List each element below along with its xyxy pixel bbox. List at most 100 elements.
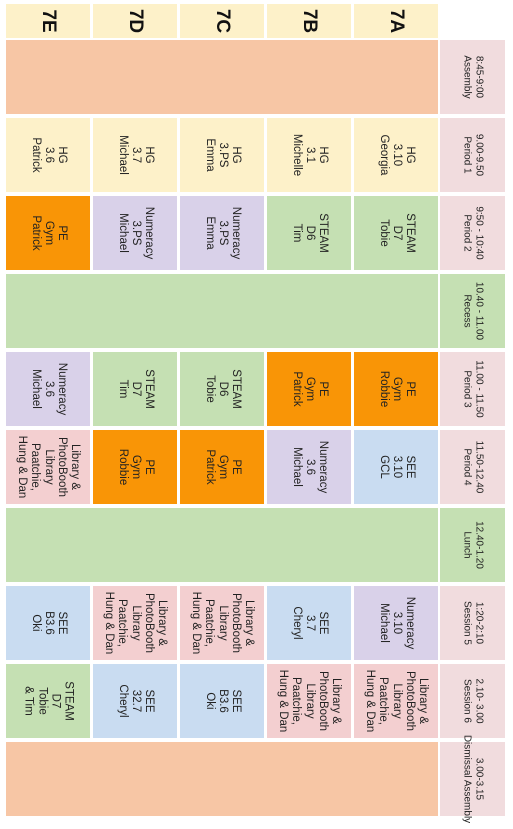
- band-1: [6, 274, 438, 348]
- lesson-7b-8-text: Paatchie,: [290, 677, 303, 725]
- period-label-0-text: Assembly: [461, 55, 473, 99]
- lesson-7e-7-text: SEE: [55, 611, 68, 635]
- lesson-7d-1-text: 3.7: [129, 146, 142, 163]
- lesson-7c-2-text: 3.PS: [216, 220, 229, 246]
- lesson-7b-1-text: HG: [316, 146, 329, 164]
- lesson-7e-2: PE Gym Patrick: [6, 196, 90, 270]
- lesson-7d-7-text: Hung & Dan: [103, 591, 116, 655]
- lesson-7a-4-text: Gym: [390, 376, 403, 402]
- lesson-7d-2: Numeracy 3.PS Michael: [93, 196, 177, 270]
- lesson-7a-2: STEAM D7 Tobie: [354, 196, 438, 270]
- period-label-6-text: 12.40-1.20: [473, 521, 484, 569]
- lesson-7a-1-text: HG: [403, 146, 416, 164]
- lesson-7a-7-text: Michael: [377, 603, 390, 643]
- lesson-7b-1: HG 3.1 Michelle: [267, 118, 351, 192]
- lesson-7e-5: Library & PhotoBooth Library Paatchie, Hung …: [6, 430, 90, 504]
- lesson-7c-2-text: Emma: [203, 216, 216, 250]
- band-3: [6, 742, 438, 816]
- lesson-7e-8-text: STEAM: [62, 681, 75, 721]
- lesson-7d-5-text: Gym: [129, 454, 142, 480]
- lesson-7b-5-text: Michael: [290, 447, 303, 487]
- lesson-7d-5-text: Robbie: [116, 448, 129, 486]
- lesson-7a-4: PE Gym Robbie: [354, 352, 438, 426]
- lesson-7d-7-text: Paatchie,: [116, 599, 129, 647]
- period-label-2: 9:50 - 10:40 Period 2: [440, 196, 505, 270]
- lesson-7c-7-text: PhotoBooth: [229, 592, 242, 654]
- lesson-7c-7-text: Paatchie,: [203, 599, 216, 647]
- lesson-7e-2-text: Gym: [42, 220, 55, 246]
- period-label-2-text: 9:50 - 10:40: [473, 206, 484, 260]
- lesson-7d-8-text: SEE: [142, 689, 155, 713]
- lesson-7d-5-text: PE: [142, 459, 155, 475]
- lesson-7b-1-text: Michelle: [290, 133, 303, 177]
- lesson-7d-7: Library & PhotoBooth Library Paatchie, Hung …: [93, 586, 177, 660]
- lesson-7d-1-text: HG: [142, 146, 155, 164]
- period-label-4: 11.00 - 11.50 Period 3: [440, 352, 505, 426]
- lesson-7b-7-text: SEE: [316, 611, 329, 635]
- lesson-7e-7-text: Oki: [29, 614, 42, 632]
- class-header-7a: 7A: [354, 4, 438, 38]
- lesson-7b-5-text: 3.6: [303, 459, 316, 475]
- lesson-7a-7: Numeracy 3.10 Michael: [354, 586, 438, 660]
- lesson-7c-7: Library & PhotoBooth Library Paatchie, Hung …: [180, 586, 264, 660]
- lesson-7c-4-text: Tobie: [203, 375, 216, 403]
- class-header-7b-text: 7B: [298, 8, 320, 34]
- lesson-7e-8: STEAM D7 Tobie & Tim: [6, 664, 90, 738]
- lesson-7c-4: STEAM D6 Tobie: [180, 352, 264, 426]
- lesson-7b-8-text: PhotoBooth: [316, 670, 329, 732]
- lesson-7e-8-text: Tobie: [36, 687, 48, 715]
- class-header-7d-text: 7D: [124, 8, 146, 34]
- period-label-3-text: 10.40 - 11.00: [473, 281, 484, 341]
- lesson-7c-5-text: Patrick: [203, 449, 216, 485]
- lesson-7c-4-text: D6: [216, 381, 229, 397]
- period-label-3: 10.40 - 11.00 Recess: [440, 274, 505, 348]
- lesson-7c-5-text: PE: [229, 459, 242, 475]
- lesson-7a-5-text: GCL: [377, 455, 390, 479]
- lesson-7e-4: Numeracy 3.6 Michael: [6, 352, 90, 426]
- period-label-5-text: 11.50-12.40: [473, 440, 484, 494]
- lesson-7a-1-text: Georgia: [377, 134, 390, 176]
- lesson-7d-2-text: Michael: [116, 213, 129, 253]
- lesson-7b-2: STEAM D6 Tim: [267, 196, 351, 270]
- period-label-8: 2.10- 3.00 Session 6: [440, 664, 505, 738]
- lesson-7e-4-text: Numeracy: [55, 362, 68, 416]
- lesson-7b-8-text: Hung & Dan: [277, 669, 290, 733]
- lesson-7e-5-text: Library &: [69, 443, 82, 491]
- lesson-7b-5-text: Numeracy: [316, 440, 329, 494]
- lesson-7b-7-text: 3.7: [303, 614, 316, 631]
- class-header-7b: 7B: [267, 4, 351, 38]
- lesson-7c-4-text: STEAM: [229, 369, 242, 409]
- lesson-7b-1-text: 3.1: [303, 147, 316, 163]
- period-label-7-text: Session 5: [461, 601, 473, 645]
- period-label-0: 8:45-9:00 Assembly: [440, 40, 505, 114]
- lesson-7d-4: STEAM D7 Tim: [93, 352, 177, 426]
- period-label-9-text: 3.00-3.15: [473, 757, 484, 801]
- lesson-7c-8-text: B3.6: [216, 689, 229, 713]
- lesson-7e-4-text: Michael: [29, 369, 42, 409]
- lesson-7d-7-text: Library: [129, 605, 142, 641]
- lesson-7b-4: PE Gym Patrick: [267, 352, 351, 426]
- band-0: [6, 40, 438, 114]
- period-label-7-text: 1:20-2:10: [473, 601, 484, 645]
- lesson-7b-5: Numeracy 3.6 Michael: [267, 430, 351, 504]
- lesson-7e-4-text: 3.6: [42, 381, 55, 397]
- lesson-7e-5-text: Hung & Dan: [16, 435, 29, 499]
- period-label-9-text: Dismissal Assembly: [461, 734, 473, 824]
- period-label-1-text: Period 1: [461, 136, 473, 174]
- lesson-7e-1-text: 3.6: [42, 147, 55, 163]
- period-label-5-text: Period 4: [461, 448, 473, 486]
- lesson-7c-7-text: Library: [216, 605, 229, 641]
- class-header-7a-text: 7A: [385, 8, 407, 34]
- lesson-7b-4-text: Gym: [303, 376, 316, 402]
- lesson-7c-1-text: Emma: [203, 138, 216, 172]
- lesson-7d-1-text: Michael: [116, 135, 129, 175]
- lesson-7d-8-text: 32.7: [129, 689, 142, 713]
- band-2: [6, 508, 438, 582]
- lesson-7a-4-text: PE: [403, 381, 416, 397]
- lesson-7c-8-text: Oki: [203, 692, 216, 710]
- lesson-7a-2-text: D7: [390, 225, 403, 241]
- lesson-7a-8-text: Library &: [417, 677, 430, 725]
- lesson-7b-2-text: Tim: [290, 223, 303, 243]
- lesson-7c-1: HG 3.PS Emma: [180, 118, 264, 192]
- period-label-9: 3.00-3.15 Dismissal Assembly: [440, 735, 505, 823]
